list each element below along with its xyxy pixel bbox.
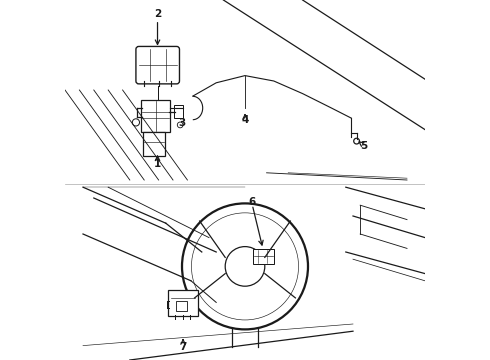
Text: 5: 5 — [360, 141, 368, 151]
Text: 1: 1 — [154, 159, 161, 169]
Text: 6: 6 — [248, 197, 256, 207]
FancyBboxPatch shape — [253, 249, 274, 264]
FancyBboxPatch shape — [175, 301, 187, 311]
Text: 7: 7 — [179, 342, 187, 352]
Text: 3: 3 — [178, 118, 186, 128]
FancyBboxPatch shape — [168, 290, 198, 316]
Text: 4: 4 — [241, 114, 249, 125]
FancyBboxPatch shape — [141, 100, 171, 132]
FancyBboxPatch shape — [136, 46, 179, 84]
FancyBboxPatch shape — [174, 105, 183, 118]
Text: 2: 2 — [154, 9, 161, 19]
FancyBboxPatch shape — [144, 132, 165, 156]
